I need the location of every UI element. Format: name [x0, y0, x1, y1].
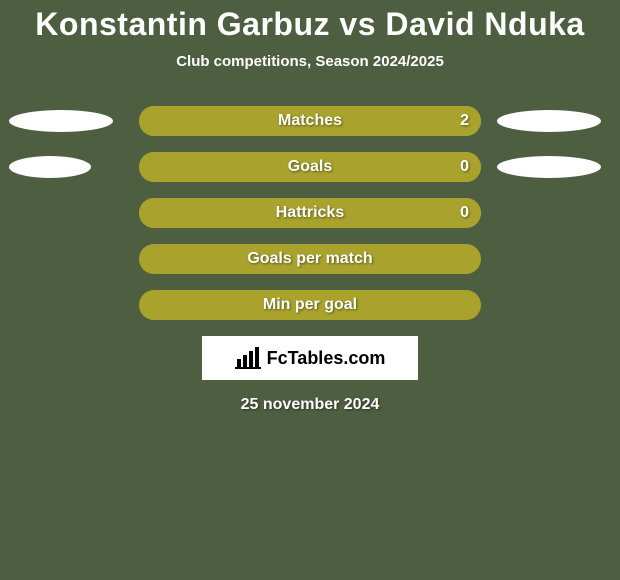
bar-value — [139, 244, 469, 274]
bar-value: 0 — [139, 152, 469, 182]
bar-value — [139, 290, 469, 320]
logo-text: FcTables.com — [267, 348, 386, 369]
row-min-per-goal: Min per goal — [0, 290, 620, 320]
logo-bars-icon — [235, 347, 261, 369]
page-subtitle: Club competitions, Season 2024/2025 — [0, 53, 620, 70]
bar-value: 0 — [139, 198, 469, 228]
logo-box: FcTables.com — [202, 336, 418, 380]
bar-value: 2 — [139, 106, 469, 136]
footer-date: 25 november 2024 — [0, 396, 620, 414]
page-title: Konstantin Garbuz vs David Nduka — [0, 0, 620, 43]
comparison-rows: Matches 2 Goals 0 Hattricks 0 Goals per … — [0, 106, 620, 320]
logo-inner: FcTables.com — [235, 347, 386, 369]
left-pill — [9, 156, 91, 178]
row-matches: Matches 2 — [0, 106, 620, 136]
right-pill — [497, 156, 601, 178]
row-hattricks: Hattricks 0 — [0, 198, 620, 228]
page: Konstantin Garbuz vs David Nduka Club co… — [0, 0, 620, 580]
right-pill — [497, 110, 601, 132]
left-pill — [9, 110, 113, 132]
row-goals-per-match: Goals per match — [0, 244, 620, 274]
row-goals: Goals 0 — [0, 152, 620, 182]
